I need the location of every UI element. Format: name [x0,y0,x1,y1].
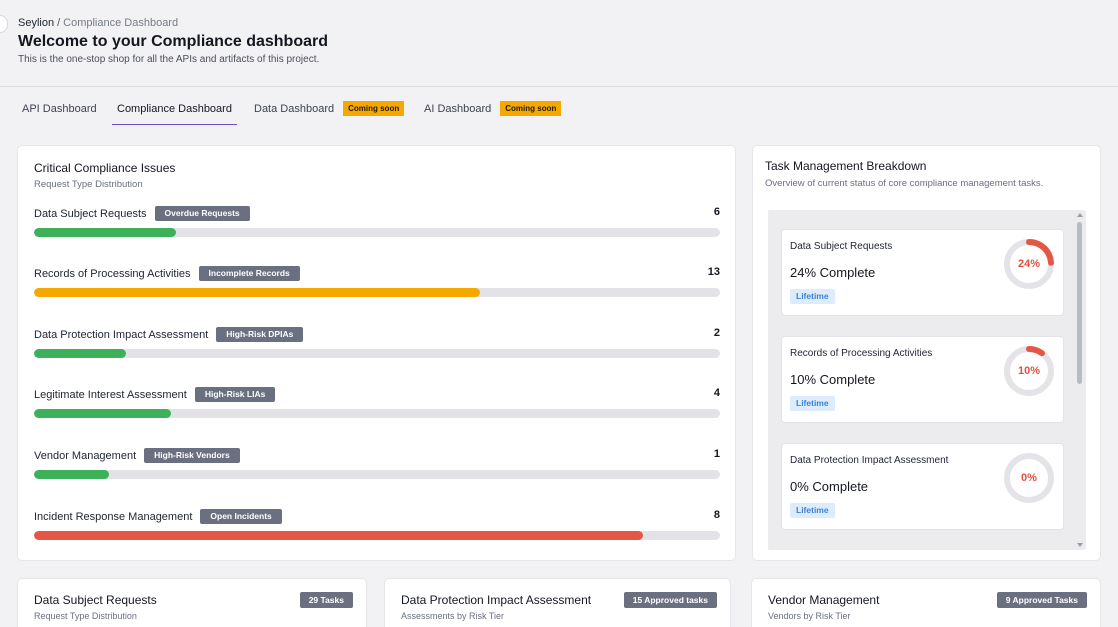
task-count-badge: 29 Tasks [299,592,353,608]
sidebar-toggle-handle[interactable] [0,15,8,33]
lifetime-tag: Lifetime [790,503,835,518]
breadcrumb-root[interactable]: Seylion [18,17,55,29]
progress-track [34,531,720,540]
task-name: Records of Processing Activities [790,348,933,359]
page-header: Seylion / Compliance Dashboard Welcome to … [0,0,1118,87]
task-management-breakdown-card: Task Management Breakdown Overview of cu… [752,145,1101,561]
issue-badge: High-Risk DPIAs [216,327,304,342]
issue-count: 13 [707,266,720,278]
issue-count: 1 [713,448,720,460]
task-card[interactable]: Records of Processing Activities 10% Com… [781,336,1064,423]
issue-badge: Open Incidents [200,509,282,524]
lifetime-tag: Lifetime [790,396,835,411]
progress-fill [34,349,126,358]
issue-count: 8 [713,509,720,521]
progress-fill [34,409,172,418]
tab-ai-dashboard[interactable]: AI Dashboard Coming soon [424,96,562,125]
issue-badge: Overdue Requests [154,206,250,221]
task-name: Data Protection Impact Assessment [790,455,949,466]
task-complete-text: 10% Complete [790,372,876,387]
issue-row: Data Protection Impact Assessment High-Ri… [34,327,720,358]
issue-row: Records of Processing Activities Incomple… [34,266,720,297]
issue-count: 2 [713,327,720,339]
issue-row: Legitimate Interest Assessment High-Risk … [34,387,720,418]
progress-track [34,470,720,479]
progress-track [34,349,720,358]
progress-fill [34,228,176,237]
task-count-badge: 9 Approved Tasks [996,592,1087,608]
issue-label: Legitimate Interest Assessment [34,389,187,401]
ring-label: 10% [1017,365,1041,377]
progress-fill [34,288,480,297]
progress-fill [34,470,110,479]
tab-compliance-dashboard[interactable]: Compliance Dashboard [112,96,237,125]
progress-track [34,409,720,418]
coming-soon-badge: Coming soon [500,101,562,116]
scrollbar-thumb[interactable] [1077,222,1082,384]
task-card[interactable]: Data Subject Requests 24% Complete Lifet… [781,229,1064,316]
card-title: Data Protection Impact Assessment [401,593,592,607]
issue-label: Vendor Management [34,450,137,462]
progress-ring: 0% [1002,451,1056,505]
coming-soon-badge: Coming soon [343,101,405,116]
card-title: Task Management Breakdown [765,159,927,173]
tab-data-dashboard[interactable]: Data Dashboard Coming soon [254,96,405,125]
issue-count: 4 [713,387,720,399]
ring-label: 0% [1021,472,1037,484]
breadcrumb: Seylion / Compliance Dashboard [18,17,178,29]
breadcrumb-separator: / [57,17,61,29]
critical-compliance-issues-card: Critical Compliance Issues Request Type … [17,145,736,561]
lifetime-tag: Lifetime [790,289,835,304]
ring-fill [1004,346,1054,396]
issue-label: Incident Response Management [34,511,193,523]
task-card[interactable]: Data Protection Impact Assessment 0% Com… [781,443,1064,530]
tab-label: Compliance Dashboard [117,103,232,115]
progress-fill [34,531,644,540]
breadcrumb-current: Compliance Dashboard [63,17,179,29]
scroll-up-arrow-icon[interactable] [1077,213,1083,217]
card-subtitle: Request Type Distribution [34,611,137,621]
issue-row: Data Subject Requests Overdue Requests 6 [34,206,720,237]
card-subtitle: Overview of current status of core compl… [765,178,1044,189]
scrollbar[interactable] [1072,210,1086,550]
issue-badge: High-Risk Vendors [144,448,240,463]
progress-track [34,288,720,297]
card-title: Critical Compliance Issues [34,161,176,175]
tab-label: AI Dashboard [424,103,492,115]
issue-badge: Incomplete Records [198,266,300,281]
card-title: Vendor Management [768,593,880,607]
issue-row: Incident Response Management Open Inciden… [34,509,720,540]
dpia-card: Data Protection Impact Assessment Assess… [384,578,731,627]
card-subtitle: Assessments by Risk Tier [401,611,505,621]
task-complete-text: 0% Complete [790,479,869,494]
page-subtitle: This is the one-stop shop for all the AP… [18,54,320,65]
task-name: Data Subject Requests [790,241,893,252]
vendor-management-card: Vendor Management Vendors by Risk Tier 9… [751,578,1101,627]
issue-label: Data Protection Impact Assessment [34,329,209,341]
issue-label: Data Subject Requests [34,208,147,220]
tab-label: API Dashboard [22,103,97,115]
progress-ring: 24% [1002,237,1056,291]
issue-row: Vendor Management High-Risk Vendors 1 [34,448,720,479]
issue-badge: High-Risk LIAs [194,387,276,402]
card-subtitle: Request Type Distribution [34,179,143,190]
dashboard-tabs: API Dashboard Compliance Dashboard Data … [0,96,1118,126]
data-subject-requests-card: Data Subject Requests Request Type Distr… [17,578,367,627]
task-count-badge: 15 Approved tasks [623,592,717,608]
issue-label: Records of Processing Activities [34,268,191,280]
card-subtitle: Vendors by Risk Tier [768,611,851,621]
progress-ring: 10% [1002,344,1056,398]
ring-label: 24% [1017,258,1041,270]
page-title: Welcome to your Compliance dashboard [18,33,328,50]
tab-label: Data Dashboard [254,103,335,115]
card-title: Data Subject Requests [34,593,157,607]
issue-count: 6 [713,206,720,218]
scroll-down-arrow-icon[interactable] [1077,543,1083,547]
progress-track [34,228,720,237]
task-complete-text: 24% Complete [790,265,876,280]
tab-api-dashboard[interactable]: API Dashboard [22,96,97,125]
task-list-scroll-area[interactable]: Data Subject Requests 24% Complete Lifet… [768,210,1086,550]
ring-fill [1004,239,1054,289]
